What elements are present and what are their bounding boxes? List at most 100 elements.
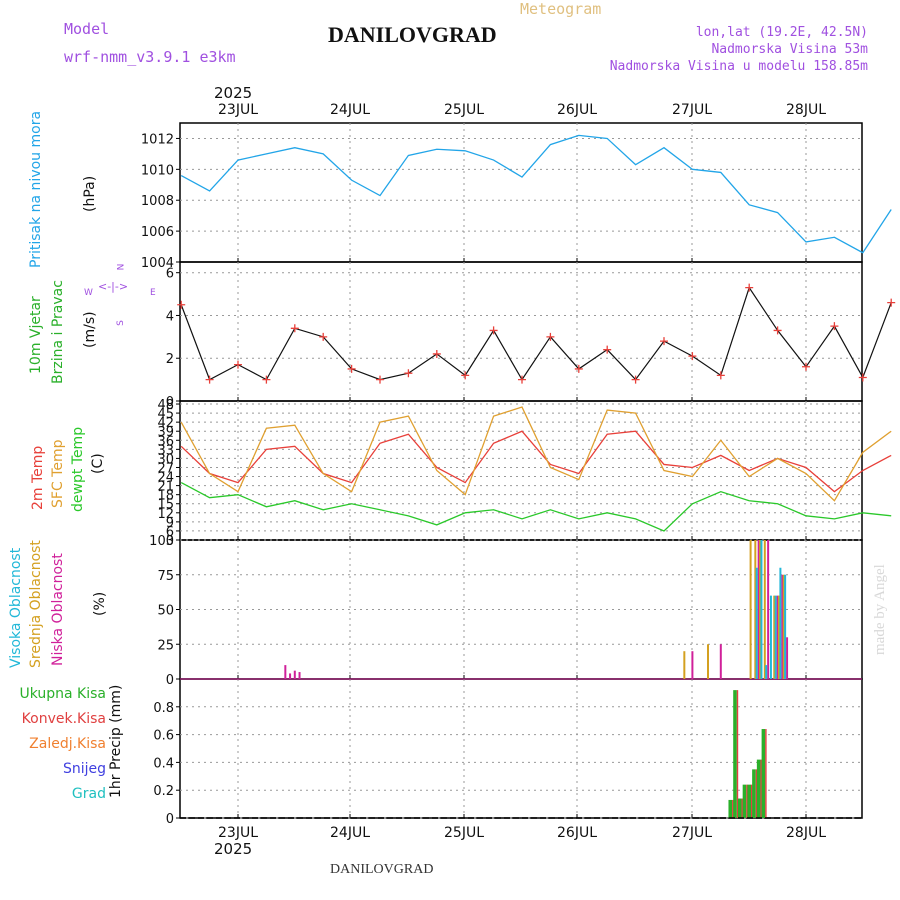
wind-speed-line <box>180 286 892 381</box>
legend-konvek: Konvek.Kisa <box>21 711 106 727</box>
precip-bar <box>756 759 761 818</box>
y-tick-label: 1012 <box>141 132 174 147</box>
wind-speed-point <box>546 332 555 341</box>
y-tick-label: 27 <box>157 461 174 476</box>
y-tick-label: 100 <box>149 534 174 549</box>
precip-conv-bar <box>736 690 739 818</box>
wind-speed-point <box>858 373 867 382</box>
compass-e: E <box>150 288 156 298</box>
precip-conv-bar <box>765 729 767 818</box>
y-tick-label: 0.4 <box>153 756 174 771</box>
y-tick-label: 0.8 <box>153 701 174 716</box>
precip-conv-bar <box>746 784 748 818</box>
wind-speed-point <box>631 375 640 384</box>
pressure-line <box>180 134 892 254</box>
day-label-bottom: 28JUL <box>786 825 826 841</box>
y-tick-label: 1006 <box>141 225 174 240</box>
wind-speed-point <box>319 332 328 341</box>
day-label-bottom: 26JUL <box>557 825 597 841</box>
precip-bar <box>728 799 733 818</box>
wind-speed-point <box>290 324 299 333</box>
temp-line-1 <box>180 406 892 502</box>
y-tick-label: 0.2 <box>153 784 174 799</box>
wind-speed-point <box>376 375 384 384</box>
wind-speed-point <box>234 360 242 369</box>
day-label-bottom: 23JUL <box>218 825 258 841</box>
wind-speed-point <box>177 300 186 309</box>
precip-bar <box>742 784 747 818</box>
day-label-top: 23JUL <box>218 102 258 118</box>
legend-ukupna: Ukupna Kisa <box>19 686 106 702</box>
day-label-bottom: 24JUL <box>330 825 370 841</box>
panel-precip: 0 0.2 0.4 0.6 0.8 <box>153 678 863 827</box>
temp-line-2 <box>180 482 892 532</box>
y-tick-label: 30 <box>157 452 174 467</box>
wind-speed-point <box>489 326 498 335</box>
y-tick-label: 1010 <box>141 163 174 178</box>
wind-speed-point <box>802 362 810 371</box>
y-tick-label: 33 <box>157 443 174 458</box>
y-tick-label: 42 <box>157 416 174 431</box>
precip-bar <box>747 784 751 818</box>
wind-speed-point <box>518 375 526 384</box>
wind-speed-point <box>887 298 896 307</box>
y-tick-label: 4 <box>166 309 174 324</box>
model-name: wrf-nmm_v3.9.1 e3km <box>64 48 236 66</box>
wind-speed-point <box>603 345 612 354</box>
wind-speed-point <box>716 371 725 380</box>
y-tick-label: 21 <box>157 480 174 495</box>
wind-speed-point <box>688 352 697 361</box>
day-label-top: 26JUL <box>557 102 597 118</box>
temp-line-0 <box>180 430 892 493</box>
footer-title: DANILOVGRAD <box>330 862 434 877</box>
compass-cross-icon: <-|-> <box>98 280 129 293</box>
precip-bar <box>733 690 737 818</box>
precip-conv-bar <box>741 798 743 818</box>
panel-pressure: 1004 1006 1008 1010 1012 <box>141 122 863 271</box>
y-tick-label: 45 <box>157 407 174 422</box>
wind-speed-point <box>745 283 754 292</box>
precip-bar <box>752 769 756 818</box>
y-tick-label: 18 <box>157 489 174 504</box>
precip-conv-bar <box>751 784 753 818</box>
day-label-top: 27JUL <box>672 102 712 118</box>
y-tick-label: 9 <box>166 516 174 531</box>
model-label: Model <box>64 20 110 38</box>
precip-bar <box>737 798 742 818</box>
y-tick-label: 1008 <box>141 194 174 209</box>
legend-zaledj: Zaledj.Kisa <box>29 736 106 752</box>
wind-speed-point <box>574 364 583 373</box>
y-tick-label: 25 <box>157 638 174 653</box>
day-label-bottom: 25JUL <box>444 825 484 841</box>
y-tick-label: 0.6 <box>153 729 174 744</box>
precip-conv-bar <box>755 769 758 818</box>
compass-w: W <box>84 288 93 298</box>
panel-frame <box>179 122 863 263</box>
y-tick-label: 6 <box>166 525 174 540</box>
y-tick-label: 0 <box>166 395 174 410</box>
year-top: 2025 <box>214 84 253 102</box>
y-tick-label: 39 <box>157 425 174 440</box>
model-elevation-label: Nadmorska Visina u modelu 158.85m <box>609 59 868 74</box>
day-label-top: 25JUL <box>444 102 484 118</box>
y-tick-label: 3 <box>166 534 174 549</box>
y-tick-label: 12 <box>157 507 174 522</box>
y-tick-label: 2 <box>166 352 174 367</box>
wind-speed-point <box>461 371 470 380</box>
wind-speed-point <box>432 349 441 358</box>
day-label-bottom: 27JUL <box>672 825 712 841</box>
y-tick-label: 0 <box>166 673 174 688</box>
y-tick-label: 75 <box>157 569 174 584</box>
page-title: DANILOVGRAD <box>328 22 497 47</box>
wind-speed-point <box>205 375 214 384</box>
legend-grad: Grad <box>71 786 106 802</box>
precip-conv-bar <box>760 759 762 818</box>
y-tick-label: 50 <box>157 604 174 619</box>
wind-speed-point <box>773 326 782 335</box>
wind-speed-point <box>660 337 668 346</box>
wind-speed-point <box>347 364 356 373</box>
elevation-label: Nadmorska Visina 53m <box>711 42 868 57</box>
day-label-top: 24JUL <box>330 102 370 118</box>
